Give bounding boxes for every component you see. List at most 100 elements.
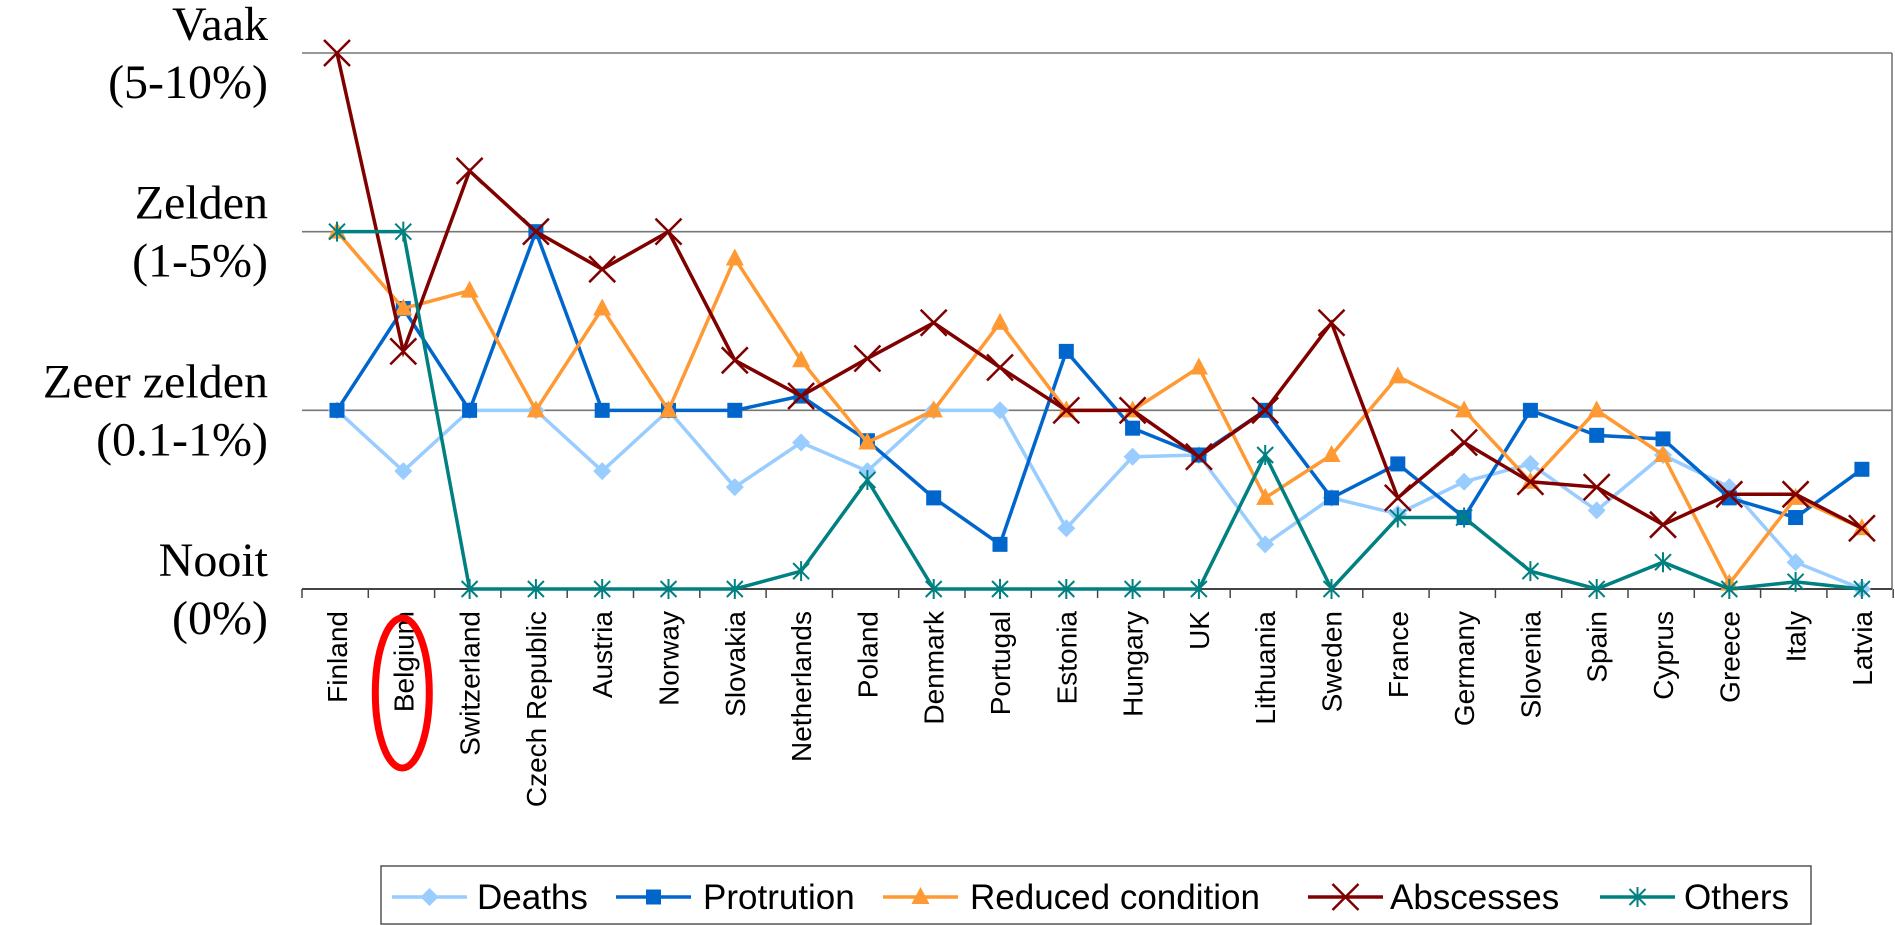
data-point xyxy=(460,280,479,298)
data-point xyxy=(1522,402,1538,418)
data-point xyxy=(727,402,743,418)
y-tick-label: (0.1-1%) xyxy=(96,413,268,466)
legend: Deaths Protrution Reduced condition Abscess… xyxy=(380,865,1812,925)
data-point xyxy=(527,579,545,599)
x-tick-label: Slovakia xyxy=(720,611,751,717)
data-point xyxy=(1388,366,1407,384)
x-tick-label: UK xyxy=(1184,611,1215,650)
series-line xyxy=(337,229,1863,593)
data-point xyxy=(1781,480,1810,509)
data-point xyxy=(323,39,351,67)
data-point xyxy=(792,350,811,368)
x-tick-label: Austria xyxy=(587,611,618,699)
x-tick-label: Estonia xyxy=(1051,611,1082,705)
data-point xyxy=(394,221,413,242)
data-point xyxy=(593,579,611,599)
data-point xyxy=(328,221,346,242)
data-point xyxy=(394,298,413,316)
data-point xyxy=(1125,420,1141,436)
data-point xyxy=(1057,579,1076,599)
highlight-ellipse xyxy=(371,614,433,772)
data-point xyxy=(394,462,413,481)
data-point xyxy=(1788,510,1804,526)
series-others xyxy=(328,221,1871,599)
data-point xyxy=(1256,487,1275,505)
data-point xyxy=(986,353,1014,382)
data-point xyxy=(1057,519,1076,538)
x-axis-labels: Finland Belgium Switzerland Czech Republic A… xyxy=(322,610,1878,807)
data-point xyxy=(992,536,1008,552)
series-line xyxy=(335,52,1863,530)
data-point xyxy=(1720,579,1739,599)
data-point xyxy=(462,402,478,418)
x-tick-label: Italy xyxy=(1781,611,1812,662)
x-tick-label: Hungary xyxy=(1118,611,1149,717)
series-reduced-condition xyxy=(328,221,1871,591)
y-tick-label: (5-10%) xyxy=(108,56,268,109)
data-point xyxy=(1118,396,1147,425)
data-point xyxy=(1052,396,1081,425)
data-point xyxy=(1786,553,1805,572)
x-tick-label: France xyxy=(1383,611,1414,698)
legend-label: Abscesses xyxy=(1390,878,1559,917)
data-point xyxy=(1123,447,1142,466)
x-tick-label: Latvia xyxy=(1847,611,1878,686)
data-point xyxy=(460,579,479,599)
x-tick-label: Portugal xyxy=(985,611,1016,715)
legend-marker xyxy=(1628,887,1647,907)
legend-label: Deaths xyxy=(477,878,588,917)
data-point xyxy=(787,382,815,410)
x-tick-label: Lithuania xyxy=(1250,611,1281,725)
data-point xyxy=(991,579,1009,599)
legend-label: Reduced condition xyxy=(970,878,1260,917)
x-tick-label: Netherlands xyxy=(786,611,817,762)
data-point xyxy=(792,561,810,582)
data-point xyxy=(924,400,943,418)
data-point xyxy=(1190,579,1208,599)
data-point xyxy=(1853,579,1871,599)
data-point xyxy=(654,217,683,246)
legend-label: Others xyxy=(1684,878,1789,917)
data-point xyxy=(1786,571,1805,592)
data-point xyxy=(792,433,811,452)
data-point xyxy=(720,346,749,375)
series-abscesses xyxy=(323,39,1876,543)
data-point xyxy=(1516,467,1545,496)
data-point xyxy=(1324,490,1339,506)
data-point xyxy=(1256,535,1275,554)
data-point xyxy=(1582,473,1611,502)
data-point xyxy=(1256,445,1274,465)
data-point xyxy=(919,308,948,337)
legend-marker xyxy=(911,887,930,904)
data-point xyxy=(991,312,1009,330)
data-point xyxy=(1251,396,1280,425)
data-point xyxy=(991,401,1009,420)
data-point xyxy=(1058,343,1074,359)
legend-marker xyxy=(646,889,661,905)
data-point xyxy=(1521,561,1540,582)
data-point xyxy=(1383,483,1412,512)
data-point xyxy=(1123,579,1142,599)
y-tick-label: (1-5%) xyxy=(132,235,268,288)
data-point xyxy=(526,400,545,418)
data-point xyxy=(1786,487,1805,505)
data-point xyxy=(593,462,612,481)
data-point xyxy=(858,432,877,450)
data-point xyxy=(594,402,610,418)
y-tick-label: Nooit xyxy=(159,534,269,587)
data-point xyxy=(1185,442,1213,471)
x-tick-label: Norway xyxy=(654,611,685,706)
legend-marker xyxy=(1331,883,1360,911)
data-point xyxy=(1654,445,1672,462)
data-point xyxy=(588,255,617,284)
x-tick-label: Finland xyxy=(322,611,353,703)
x-tick-label: Germany xyxy=(1449,611,1480,726)
data-point xyxy=(522,217,550,246)
plot-area xyxy=(323,39,1876,599)
data-point xyxy=(1655,431,1671,447)
data-point xyxy=(1715,480,1744,509)
series-line xyxy=(335,230,1863,587)
y-tick-label: (0%) xyxy=(172,592,268,645)
data-point xyxy=(329,402,345,418)
